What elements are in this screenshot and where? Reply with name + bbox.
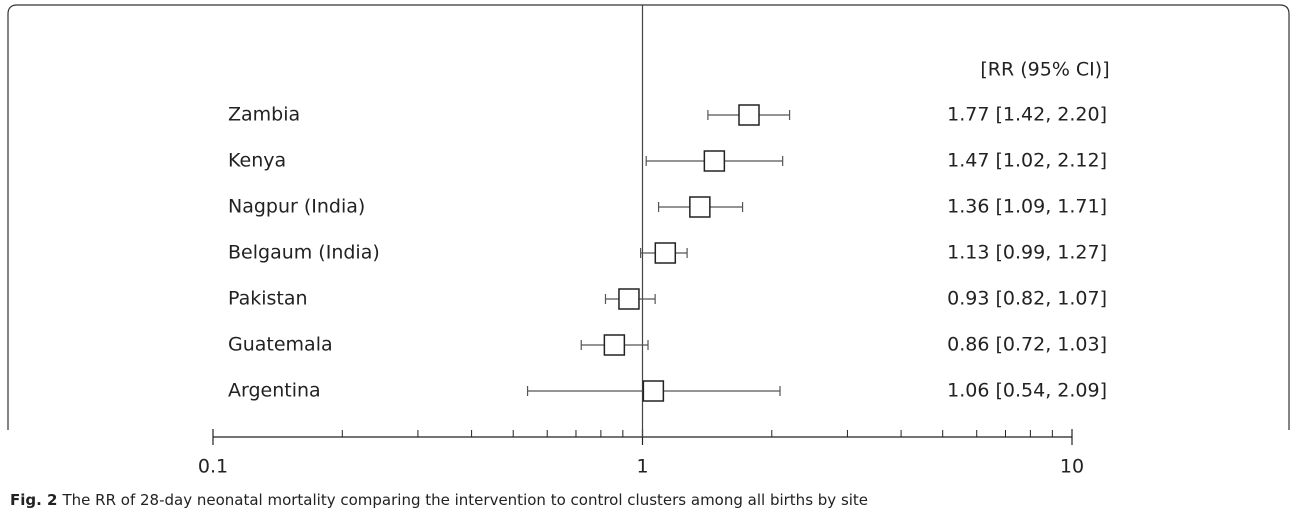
estimate-box <box>618 288 640 310</box>
value-label: 1.77 [1.42, 2.20] <box>947 104 1107 126</box>
value-label: 1.47 [1.02, 2.12] <box>947 150 1107 172</box>
category-label: Nagpur (India) <box>228 196 365 218</box>
estimate-box <box>642 380 665 402</box>
value-label: 0.93 [0.82, 1.07] <box>947 288 1107 310</box>
category-label: Kenya <box>228 150 286 172</box>
caption: Fig. 2 The RR of 28-day neonatal mortalit… <box>10 491 868 509</box>
category-label: Zambia <box>228 104 300 126</box>
estimate-box <box>738 104 760 126</box>
category-label: Pakistan <box>228 288 308 310</box>
estimate-box <box>703 150 726 172</box>
value-label: 0.86 [0.72, 1.03] <box>947 334 1107 356</box>
value-label: 1.36 [1.09, 1.71] <box>947 196 1107 218</box>
category-label: Guatemala <box>228 334 333 356</box>
value-label: 1.06 [0.54, 2.09] <box>947 380 1107 402</box>
estimate-box <box>654 242 677 264</box>
value-label: 1.13 [0.99, 1.27] <box>947 242 1107 264</box>
frame <box>7 4 1290 430</box>
caption-label: Fig. 2 <box>10 491 57 509</box>
x-tick-label: 1 <box>636 456 648 478</box>
estimate-box <box>689 196 711 218</box>
column-header: [RR (95% CI)] <box>980 59 1109 81</box>
x-tick-label: 10 <box>1060 456 1084 478</box>
category-label: Belgaum (India) <box>228 242 380 264</box>
x-tick-label: 0.1 <box>198 456 228 478</box>
estimate-box <box>603 334 626 356</box>
category-label: Argentina <box>228 380 321 402</box>
caption-text: The RR of 28-day neonatal mortality comp… <box>61 491 868 509</box>
